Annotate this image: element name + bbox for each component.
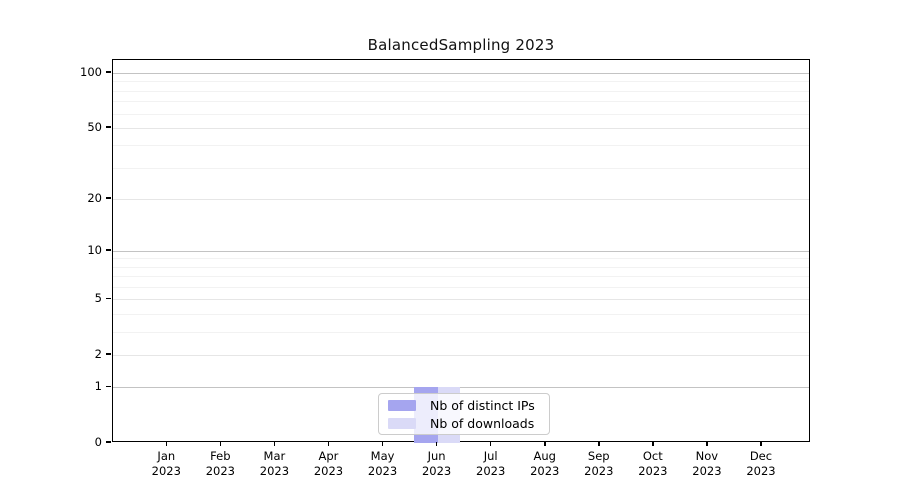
x-tick-label: Nov 2023 (679, 449, 735, 479)
x-tick (489, 442, 492, 446)
gridline-minor (113, 276, 809, 278)
x-tick-label-year: 2023 (692, 464, 722, 478)
gridline-minor (113, 258, 809, 260)
x-tick-label: May 2023 (355, 449, 411, 479)
gridline-major (113, 387, 809, 389)
x-tick-label: Aug 2023 (517, 449, 573, 479)
gridline-minor (113, 90, 809, 92)
x-tick-label: Jun 2023 (409, 449, 465, 479)
x-tick-label: Feb 2023 (192, 449, 248, 479)
x-tick (435, 442, 438, 446)
y-tick-label: 5 (94, 291, 102, 306)
x-tick-label: Jan 2023 (138, 449, 194, 479)
gridline-minor (113, 331, 809, 333)
legend-label-downloads: Nb of downloads (430, 415, 535, 431)
gridline (113, 199, 809, 200)
y-tick (106, 71, 111, 73)
legend-item-distinct-ips: Nb of distinct IPs (388, 397, 549, 413)
x-tick (652, 442, 654, 446)
gridline (113, 354, 809, 356)
x-tick (543, 442, 546, 446)
x-tick-label: Mar 2023 (246, 449, 302, 479)
y-tick (106, 126, 111, 128)
x-tick-label-year: 2023 (367, 464, 398, 478)
x-tick (219, 442, 222, 446)
y-tick-label: 20 (87, 191, 102, 205)
y-tick (106, 353, 111, 355)
y-tick (106, 297, 111, 300)
gridline-major (113, 73, 809, 75)
gridline-minor (113, 145, 809, 147)
x-tick-label: Sep 2023 (571, 449, 627, 479)
y-tick (106, 197, 111, 199)
chart-title: BalancedSampling 2023 (367, 36, 555, 54)
x-tick-label-year: 2023 (638, 464, 668, 478)
legend-label-distinct-ips: Nb of distinct IPs (430, 397, 535, 413)
x-tick-label-year: 2023 (476, 464, 506, 478)
x-tick (381, 442, 384, 446)
x-tick-label-year: 2023 (151, 464, 181, 478)
x-tick-label-year: 2023 (313, 464, 344, 478)
plot-area (112, 59, 810, 443)
x-tick (597, 442, 600, 446)
x-tick (327, 442, 330, 446)
y-tick (106, 249, 111, 251)
legend-swatch-distinct-ips-icon (388, 399, 416, 411)
y-tick (106, 441, 111, 443)
x-tick-label-year: 2023 (746, 464, 776, 478)
gridline-minor (113, 167, 809, 169)
x-tick-label: Apr 2023 (300, 449, 356, 479)
gridline-minor (113, 101, 809, 103)
legend: Nb of distinct IPs Nb of downloads (378, 393, 550, 435)
legend-swatch-downloads-icon (388, 417, 416, 429)
x-tick-label-year: 2023 (205, 464, 235, 478)
y-tick-label: 2 (94, 346, 102, 361)
gridline-minor (113, 314, 809, 316)
gridline-major (113, 250, 809, 252)
gridline (113, 127, 809, 129)
x-tick-label: Dec 2023 (733, 449, 789, 479)
gridline-minor (113, 113, 809, 115)
y-tick-label: 0 (94, 435, 102, 449)
x-tick-label-year: 2023 (584, 464, 614, 478)
y-tick-label: 1 (94, 379, 102, 394)
x-tick-label: Oct 2023 (625, 449, 681, 479)
legend-item-downloads: Nb of downloads (388, 415, 549, 431)
x-tick (706, 442, 708, 446)
gridline (113, 299, 809, 301)
x-tick (165, 442, 168, 446)
x-tick-label: Jul 2023 (463, 449, 519, 479)
y-tick-label: 50 (87, 119, 102, 134)
gridline-minor (113, 266, 809, 268)
x-tick-label-year: 2023 (259, 464, 290, 478)
y-tick-label: 100 (80, 65, 102, 80)
x-tick (273, 442, 276, 446)
x-tick-label-year: 2023 (530, 464, 560, 478)
x-tick (760, 442, 762, 446)
x-tick-label-year: 2023 (421, 464, 452, 478)
y-tick-label: 10 (87, 242, 102, 257)
y-tick (106, 385, 111, 388)
gridline-minor (113, 287, 809, 289)
gridline-minor (113, 81, 809, 83)
